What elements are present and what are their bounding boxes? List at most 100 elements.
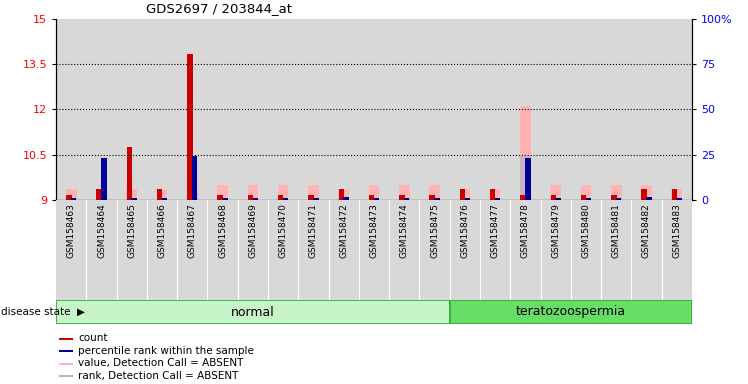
Bar [601,19,631,200]
Bar [147,200,177,319]
Bar [631,19,662,200]
Bar [248,198,258,200]
Bar [187,189,197,200]
Bar [580,198,591,200]
Bar [555,198,561,200]
Bar [238,200,268,319]
Bar [187,54,193,200]
Bar [298,19,328,200]
Bar [641,198,652,200]
Bar [429,185,440,200]
Bar [248,185,258,200]
Bar [157,189,168,200]
Bar [192,156,197,200]
Bar [71,198,76,200]
Bar [126,189,137,200]
Bar [494,198,500,200]
Text: GSM158476: GSM158476 [460,203,469,258]
Bar [66,189,76,200]
Bar [59,350,73,352]
Bar [541,19,571,200]
Bar [490,198,500,200]
Text: value, Detection Call = ABSENT: value, Detection Call = ABSENT [79,358,244,368]
Bar [313,198,319,200]
Bar [541,200,571,319]
Bar [308,198,319,200]
Bar [601,200,631,319]
Text: normal: normal [231,306,275,318]
Bar [520,195,526,200]
Bar [551,198,561,200]
Bar [369,195,374,200]
Bar [343,197,349,200]
Bar [96,198,107,200]
Bar [218,195,223,200]
Bar [459,198,470,200]
Text: GSM158481: GSM158481 [612,203,621,258]
Bar [480,19,510,200]
Text: GSM158480: GSM158480 [581,203,590,258]
Bar [611,198,622,200]
Bar [525,157,530,200]
Text: GSM158479: GSM158479 [551,203,560,258]
Bar [96,189,102,200]
Bar [641,185,652,200]
Bar [520,156,530,200]
Bar [465,198,470,200]
Bar [278,185,289,200]
Bar [359,200,389,319]
Bar [369,198,379,200]
Text: GSM158473: GSM158473 [370,203,378,258]
Bar [339,189,344,200]
Bar [580,185,591,200]
Text: GSM158470: GSM158470 [279,203,288,258]
Bar [218,198,228,200]
Bar [641,189,647,200]
Bar [399,185,410,200]
Text: GDS2697 / 203844_at: GDS2697 / 203844_at [146,2,292,15]
Bar [268,200,298,319]
Bar [268,19,298,200]
Bar [429,198,440,200]
Bar [611,195,616,200]
Bar [66,195,72,200]
Bar [450,19,480,200]
Bar [59,338,73,340]
Bar [571,200,601,319]
Bar [278,195,283,200]
Bar [429,195,435,200]
Text: GSM158467: GSM158467 [188,203,197,258]
Bar [580,195,586,200]
Bar [147,19,177,200]
Text: GSM158469: GSM158469 [248,203,257,258]
Bar [359,19,389,200]
Bar [207,19,238,200]
Bar [631,200,662,319]
Bar [308,195,313,200]
Text: count: count [79,333,108,343]
Text: GSM158468: GSM158468 [218,203,227,258]
Text: GSM158465: GSM158465 [127,203,136,258]
Bar [662,200,692,319]
Bar [56,19,86,200]
Bar [278,198,289,200]
Bar [218,185,228,200]
Bar [459,189,470,200]
Bar [646,197,652,200]
Bar [404,198,409,200]
Text: GSM158474: GSM158474 [399,203,408,258]
Bar [328,19,359,200]
Bar [374,198,379,200]
Bar [510,19,541,200]
Bar [611,185,622,200]
Bar [157,198,168,200]
Bar [450,300,692,324]
Bar [551,185,561,200]
Bar [101,157,107,200]
Bar [389,200,420,319]
Bar [117,200,147,319]
Bar [96,189,107,200]
Bar [157,189,162,200]
Bar [222,198,227,200]
Bar [420,200,450,319]
